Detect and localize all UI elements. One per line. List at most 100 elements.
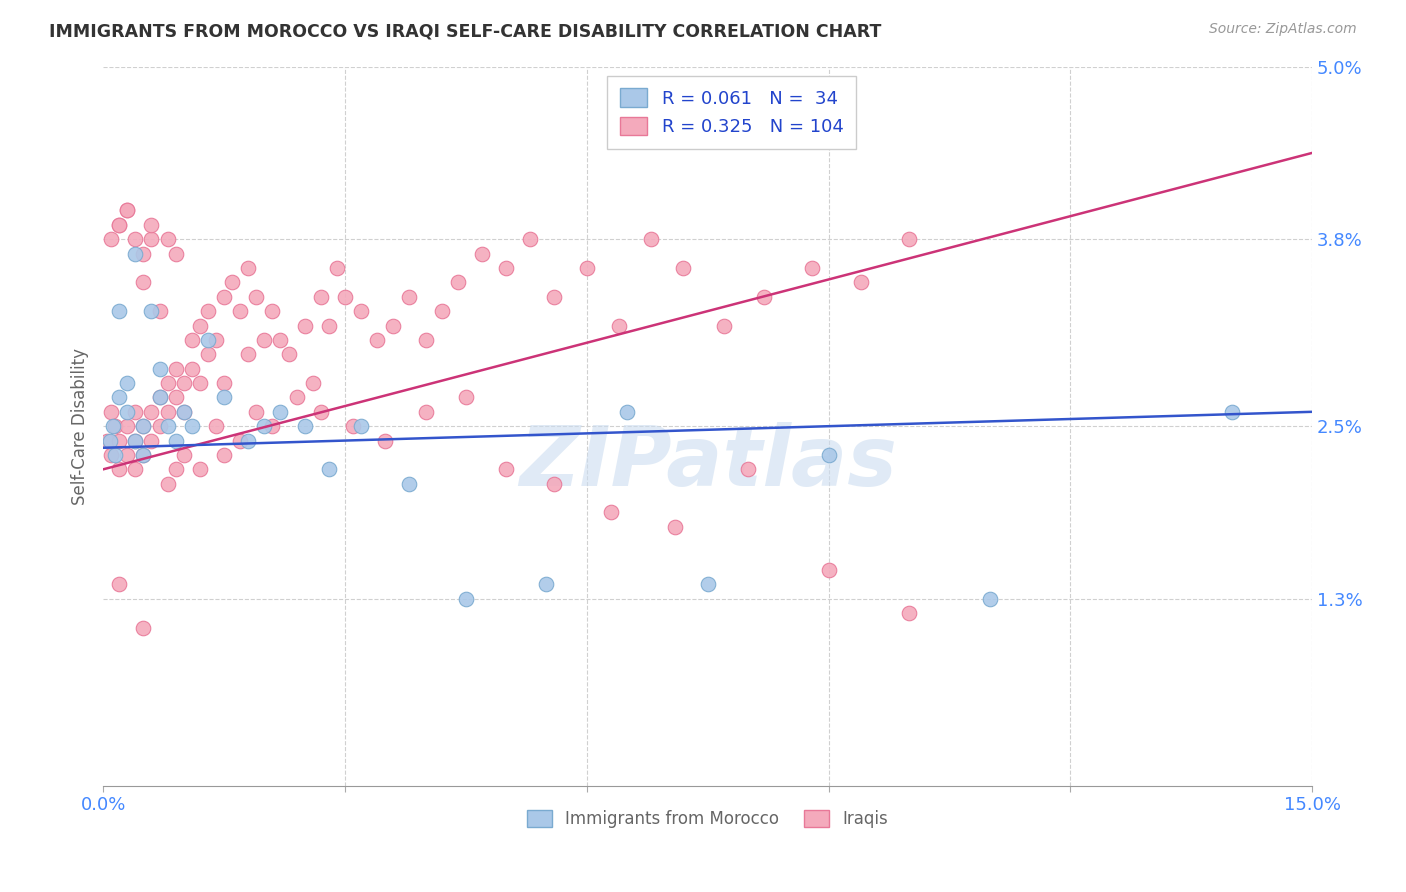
- Point: [294, 419, 316, 434]
- Point: [124, 462, 146, 476]
- Point: [98, 434, 121, 448]
- Point: [173, 405, 195, 419]
- Point: [253, 419, 276, 434]
- Point: [253, 333, 276, 347]
- Point: [188, 318, 211, 333]
- Point: [495, 260, 517, 275]
- Point: [132, 419, 155, 434]
- Point: [197, 347, 219, 361]
- Point: [849, 276, 872, 290]
- Point: [148, 419, 170, 434]
- Point: [366, 333, 388, 347]
- Point: [104, 448, 127, 462]
- Point: [108, 304, 131, 318]
- Point: [212, 391, 235, 405]
- Point: [398, 476, 420, 491]
- Point: [898, 606, 921, 620]
- Point: [238, 434, 260, 448]
- Point: [374, 434, 396, 448]
- Point: [898, 232, 921, 246]
- Point: [600, 506, 623, 520]
- Point: [108, 434, 131, 448]
- Point: [108, 218, 131, 232]
- Point: [108, 391, 131, 405]
- Point: [979, 591, 1001, 606]
- Point: [430, 304, 453, 318]
- Point: [817, 448, 839, 462]
- Point: [326, 260, 349, 275]
- Point: [100, 448, 122, 462]
- Point: [124, 232, 146, 246]
- Point: [333, 290, 356, 304]
- Point: [543, 476, 565, 491]
- Point: [165, 434, 187, 448]
- Point: [238, 347, 260, 361]
- Point: [1220, 405, 1243, 419]
- Point: [269, 333, 291, 347]
- Point: [141, 232, 163, 246]
- Point: [132, 448, 155, 462]
- Point: [141, 434, 163, 448]
- Text: IMMIGRANTS FROM MOROCCO VS IRAQI SELF-CARE DISABILITY CORRELATION CHART: IMMIGRANTS FROM MOROCCO VS IRAQI SELF-CA…: [49, 22, 882, 40]
- Point: [471, 246, 494, 260]
- Point: [238, 260, 260, 275]
- Point: [415, 333, 437, 347]
- Point: [536, 577, 558, 591]
- Point: [752, 290, 775, 304]
- Point: [205, 333, 228, 347]
- Point: [454, 391, 477, 405]
- Point: [575, 260, 598, 275]
- Point: [124, 434, 146, 448]
- Point: [165, 246, 187, 260]
- Point: [117, 376, 139, 390]
- Point: [108, 577, 131, 591]
- Point: [398, 290, 420, 304]
- Point: [132, 621, 155, 635]
- Point: [318, 462, 340, 476]
- Point: [156, 476, 179, 491]
- Point: [519, 232, 541, 246]
- Point: [132, 419, 155, 434]
- Point: [132, 448, 155, 462]
- Point: [165, 361, 187, 376]
- Point: [180, 361, 202, 376]
- Point: [96, 434, 118, 448]
- Point: [737, 462, 759, 476]
- Point: [607, 318, 630, 333]
- Point: [148, 361, 170, 376]
- Point: [696, 577, 718, 591]
- Text: Source: ZipAtlas.com: Source: ZipAtlas.com: [1209, 22, 1357, 37]
- Point: [229, 304, 252, 318]
- Point: [124, 434, 146, 448]
- Point: [132, 276, 155, 290]
- Point: [117, 405, 139, 419]
- Point: [180, 419, 202, 434]
- Point: [117, 448, 139, 462]
- Point: [309, 290, 332, 304]
- Point: [141, 405, 163, 419]
- Y-axis label: Self-Care Disability: Self-Care Disability: [72, 348, 89, 505]
- Point: [101, 419, 124, 434]
- Point: [285, 391, 308, 405]
- Point: [156, 376, 179, 390]
- Point: [197, 333, 219, 347]
- Point: [173, 448, 195, 462]
- Point: [221, 276, 243, 290]
- Point: [318, 318, 340, 333]
- Point: [188, 462, 211, 476]
- Point: [713, 318, 735, 333]
- Point: [616, 405, 638, 419]
- Point: [141, 218, 163, 232]
- Point: [173, 405, 195, 419]
- Point: [148, 391, 170, 405]
- Point: [262, 419, 284, 434]
- Point: [277, 347, 299, 361]
- Point: [197, 304, 219, 318]
- Point: [415, 405, 437, 419]
- Point: [294, 318, 316, 333]
- Point: [672, 260, 695, 275]
- Point: [801, 260, 824, 275]
- Point: [156, 405, 179, 419]
- Point: [100, 405, 122, 419]
- Point: [495, 462, 517, 476]
